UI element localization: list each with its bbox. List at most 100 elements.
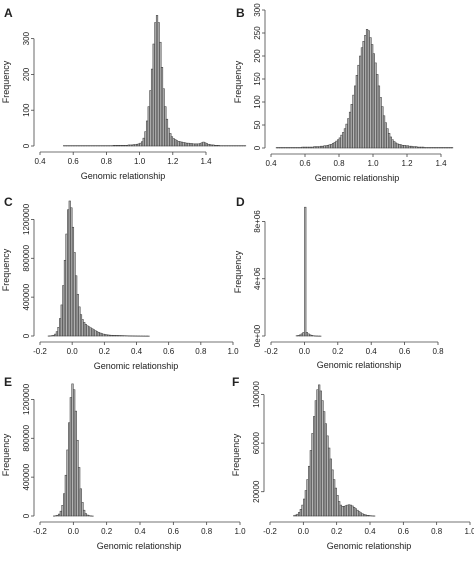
histogram-bar-b [362, 41, 365, 149]
histogram-bar-b [420, 146, 423, 149]
histogram-bar-b [350, 104, 353, 149]
y-axis-label-f: Frequency [231, 433, 241, 476]
histogram-bar-b [386, 128, 389, 149]
histogram-panel-f: F Frequency Genomic relationship -0.2 0.0… [231, 375, 474, 551]
y-axis-label-b: Frequency [233, 60, 243, 103]
histogram-bar-b [360, 47, 364, 149]
x-tick-label-d: -0.2 [264, 347, 278, 356]
x-axis-label-f: Genomic relationship [327, 541, 412, 551]
histogram-bar-f [353, 507, 356, 517]
histogram-bar-e [73, 389, 76, 517]
axes-e: -0.2 0.0 0.2 0.4 0.6 0.8 1.0 0 400000 800000 12000… [22, 383, 246, 536]
x-tick-label-c: 0.6 [163, 347, 175, 356]
histogram-bar-e [83, 509, 86, 517]
histogram-bar-b [321, 145, 324, 149]
histogram-bar-f [354, 508, 357, 517]
y-axis-label-c: Frequency [1, 248, 11, 291]
x-axis-label-d: Genomic relationship [317, 360, 402, 370]
y-tick-label-a: 200 [22, 67, 31, 81]
histogram-bar-b [301, 146, 304, 149]
histogram-bar-f [333, 479, 336, 517]
histogram-bar-b [389, 136, 392, 149]
y-tick-label-b: 50 [253, 120, 262, 129]
x-tick-label-c: -0.2 [33, 347, 47, 356]
histogram-bar-b [367, 30, 370, 149]
panel-label-a: A [4, 6, 13, 20]
x-tick-label-d: 0.0 [299, 347, 311, 356]
histogram-bar-e [78, 467, 81, 517]
x-tick-label-f: -0.2 [263, 527, 277, 536]
y-axis-label-a: Frequency [1, 60, 11, 103]
histogram-bar-b [303, 146, 306, 149]
histogram-bar-f [334, 487, 337, 517]
panel-label-b: B [236, 6, 245, 20]
histogram-bar-b [374, 62, 377, 149]
histogram-bar-f [363, 514, 366, 517]
y-tick-label-d: 8e+06 [253, 210, 262, 233]
histogram-bar-e [84, 513, 87, 517]
histogram-bar-f [309, 450, 312, 517]
histogram-bar-b [406, 145, 409, 149]
histogram-bar-e [59, 510, 62, 517]
x-tick-label-f: 0.2 [331, 527, 343, 536]
histogram-bar-b [405, 145, 408, 149]
x-tick-label-e: 0.2 [101, 527, 113, 536]
panel-label-f: F [232, 375, 239, 389]
x-tick-label-f: 0.6 [398, 527, 410, 536]
histogram-bar-f [348, 504, 351, 517]
histogram-bar-f [319, 390, 322, 517]
histogram-bar-b [331, 143, 335, 149]
histogram-bar-b [338, 137, 341, 149]
x-tick-label-a: 1.0 [134, 157, 146, 166]
histogram-bar-b [326, 144, 330, 149]
histogram-bar-b [323, 145, 326, 149]
histogram-bar-b [416, 146, 420, 149]
histogram-bar-b [304, 146, 307, 149]
histogram-bar-b [342, 132, 345, 149]
histogram-bar-b [345, 123, 348, 149]
histogram-bar-b [359, 55, 362, 149]
x-tick-label-e: 0.6 [168, 527, 180, 536]
x-tick-label-c: 0.2 [99, 347, 111, 356]
histogram-bar-b [408, 145, 411, 149]
y-axis-label-e: Frequency [1, 433, 11, 476]
histogram-bar-b [355, 75, 358, 149]
panel-label-c: C [4, 195, 13, 209]
histogram-bar-b [410, 145, 413, 149]
histogram-bar-b [379, 97, 382, 149]
histogram-bar-b [308, 146, 311, 149]
histogram-bar-b [369, 37, 372, 149]
histogram-bar-f [364, 514, 367, 517]
histogram-bar-f [304, 490, 307, 517]
y-tick-label-d: 0e+00 [253, 324, 262, 347]
histogram-panel-a: A Frequency Genomic relationship 0.4 0.6 0… [1, 6, 247, 181]
histogram-bar-d [302, 332, 305, 337]
histogram-bar-b [318, 146, 321, 149]
histogram-bar-b [348, 111, 352, 149]
histogram-bar-e [79, 488, 82, 517]
histogram-panel-b: B Frequency Genomic relationship 0.4 0.6 0… [233, 3, 454, 183]
bars-e [53, 383, 94, 517]
histogram-bar-e [81, 502, 84, 517]
histogram-bar-b [415, 146, 418, 149]
histogram-bar-b [347, 118, 350, 149]
histogram-bar-b [382, 115, 386, 149]
histogram-bar-b [401, 144, 404, 149]
histogram-bar-e [63, 493, 66, 517]
histogram-bar-d [299, 334, 302, 337]
x-tick-label-d: 0.4 [366, 347, 378, 356]
histogram-bar-b [422, 146, 425, 149]
panel-label-e: E [4, 375, 12, 389]
histogram-bar-b [411, 146, 415, 149]
histogram-bar-d [309, 334, 312, 337]
y-tick-label-e: 400000 [22, 463, 31, 490]
x-tick-label-d: 0.8 [432, 347, 444, 356]
y-tick-label-b: 250 [253, 26, 262, 40]
histogram-bar-b [388, 133, 391, 149]
y-tick-label-f: 100000 [252, 381, 261, 408]
y-tick-label-a: 300 [22, 31, 31, 45]
histogram-bar-e [58, 513, 61, 517]
histogram-bar-f [329, 458, 332, 517]
x-axis-label-a: Genomic relationship [81, 171, 166, 181]
